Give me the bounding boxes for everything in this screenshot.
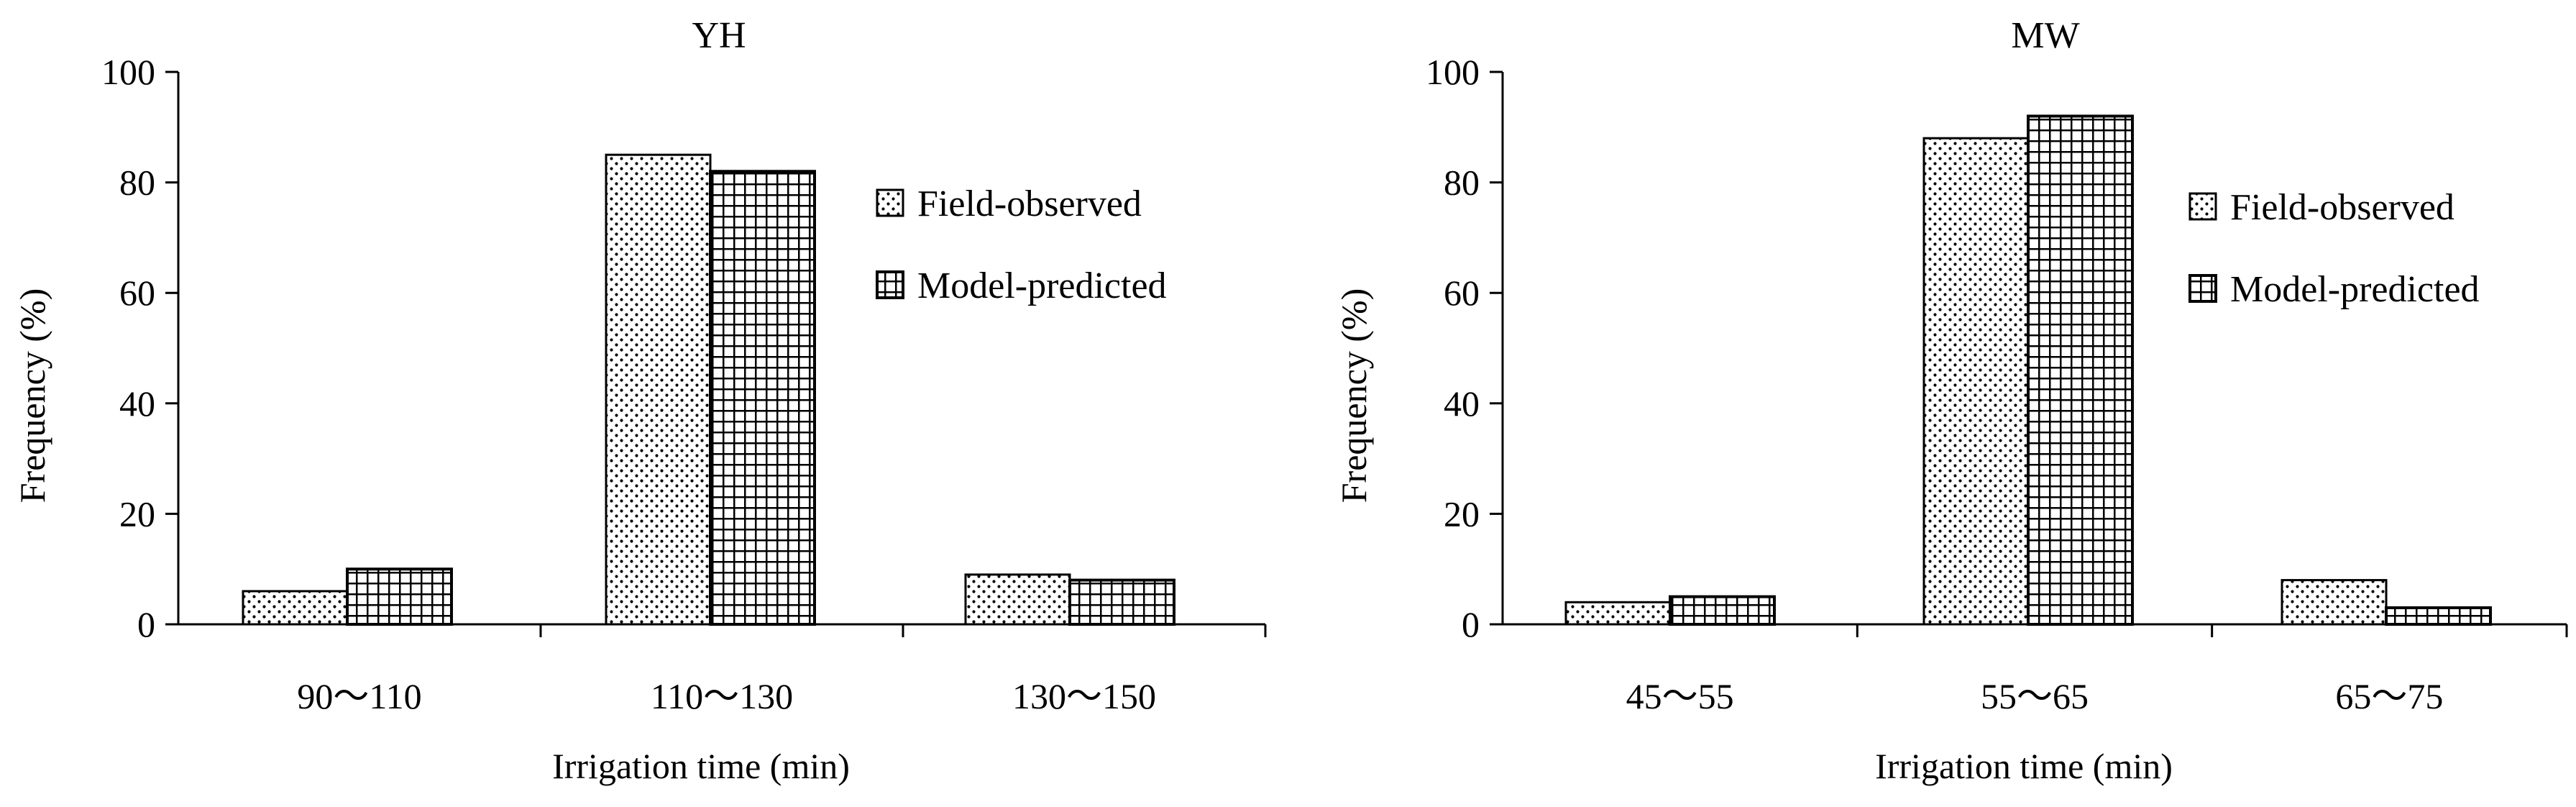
bar-field-observed — [2281, 579, 2388, 626]
bar-model-predicted — [1068, 578, 1175, 626]
chart-panel-mw: MW Frequency (%) Irrigation time (min) 0… — [1334, 15, 2568, 786]
bar-model-predicted — [2027, 114, 2134, 626]
x-tick-label: 45～55 — [1626, 676, 1734, 716]
bar-field-observed — [242, 590, 349, 626]
y-tick-label: 0 — [137, 604, 155, 644]
x-tick-label: 90～110 — [297, 676, 421, 716]
bar-field-observed — [1564, 601, 1672, 626]
y-tick-label: 100 — [1426, 52, 1480, 92]
x-tick-label: 110～130 — [651, 676, 793, 716]
legend-label: Model-predicted — [2230, 269, 2480, 310]
chart-title: YH — [692, 15, 746, 56]
x-axis-label: Irrigation time (min) — [1875, 746, 2173, 786]
chart-title: MW — [2011, 15, 2079, 56]
x-tick-label: 65～75 — [2335, 676, 2443, 716]
y-tick-label: 100 — [101, 52, 155, 92]
y-tick-label: 60 — [119, 273, 155, 313]
y-axis-label: Frequency (%) — [1334, 288, 1374, 503]
legend-label: Model-predicted — [917, 265, 1167, 306]
y-axis-label: Frequency (%) — [12, 288, 52, 503]
legend-label: Field-observed — [917, 183, 1142, 224]
legend-swatch — [876, 188, 904, 217]
y-tick-label: 80 — [119, 163, 155, 203]
y-tick-label: 20 — [119, 493, 155, 534]
bar-model-predicted — [346, 567, 453, 626]
y-tick-label: 40 — [119, 383, 155, 424]
bar-field-observed — [1922, 137, 2030, 626]
chart-panel-yh: YH Frequency (%) Irrigation time (min) 0… — [12, 15, 1267, 786]
y-tick-label: 20 — [1444, 493, 1480, 534]
bar-field-observed — [964, 573, 1071, 626]
y-tick-label: 60 — [1444, 273, 1480, 313]
y-tick-label: 80 — [1444, 163, 1480, 203]
legend-swatch — [876, 270, 904, 299]
bar-model-predicted — [2385, 606, 2492, 626]
bar-field-observed — [605, 153, 712, 626]
legend-swatch — [2188, 192, 2217, 221]
y-tick-label: 40 — [1444, 383, 1480, 424]
y-tick-label: 0 — [1462, 604, 1480, 644]
x-axis-label: Irrigation time (min) — [552, 746, 850, 786]
x-tick-label: 130～150 — [1012, 676, 1156, 716]
legend-swatch — [2188, 274, 2217, 303]
legend-label: Field-observed — [2230, 187, 2454, 228]
bar-model-predicted — [1669, 595, 1776, 626]
bar-model-predicted — [709, 170, 816, 626]
x-tick-label: 55～65 — [1981, 676, 2089, 716]
